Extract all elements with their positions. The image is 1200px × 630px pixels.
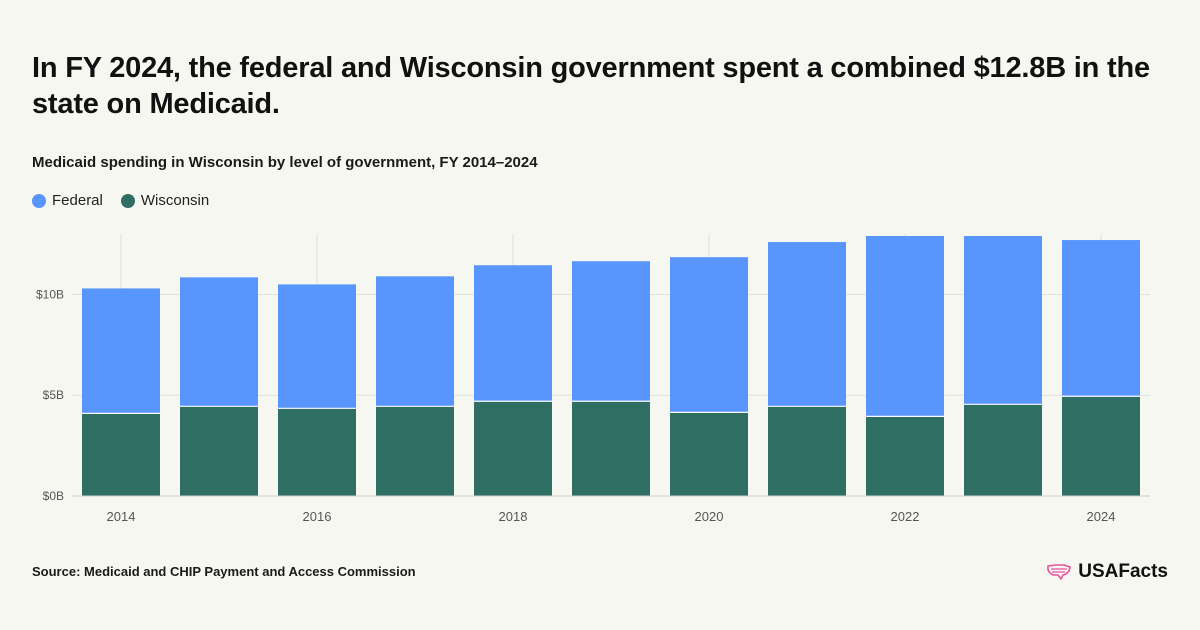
bar-wisconsin-2016 (278, 408, 356, 496)
y-tick-label: $5B (43, 388, 64, 402)
bar-federal-2023 (964, 236, 1042, 405)
bar-wisconsin-2015 (180, 406, 258, 496)
bar-layer (82, 236, 1140, 496)
source-note: Source: Medicaid and CHIP Payment and Ac… (32, 564, 416, 579)
legend-item-wisconsin: Wisconsin (120, 192, 210, 209)
bar-federal-2019 (572, 261, 650, 402)
bar-wisconsin-2018 (474, 401, 552, 496)
bar-wisconsin-2017 (376, 406, 454, 496)
y-tick-label: $10B (36, 287, 64, 301)
x-tick-label: 2020 (695, 509, 724, 524)
legend-label-federal: Federal (52, 192, 103, 209)
bar-federal-2014 (82, 288, 160, 414)
bar-federal-2020 (670, 257, 748, 413)
bar-wisconsin-2020 (670, 412, 748, 496)
bar-federal-2016 (278, 284, 356, 409)
legend-swatch-federal (32, 193, 46, 208)
x-tick-label: 2024 (1087, 509, 1116, 524)
bar-wisconsin-2021 (768, 406, 846, 496)
x-tick-label: 2018 (499, 509, 528, 524)
chart-title: In FY 2024, the federal and Wisconsin go… (32, 52, 1150, 120)
bar-wisconsin-2022 (866, 416, 944, 496)
chart-subtitle: Medicaid spending in Wisconsin by level … (32, 154, 538, 171)
bar-wisconsin-2024 (1062, 396, 1140, 496)
legend-swatch-wisconsin (120, 193, 135, 208)
bar-wisconsin-2019 (572, 401, 650, 496)
x-tick-label: 2014 (107, 509, 136, 524)
bar-wisconsin-2014 (82, 413, 160, 496)
x-tick-label: 2022 (891, 509, 920, 524)
brand-name: USAFacts (1078, 561, 1168, 582)
legend: Federal Wisconsin (32, 192, 209, 209)
bar-federal-2015 (180, 277, 258, 407)
bar-federal-2021 (768, 242, 846, 407)
axis-layer: $0B $5B $10B 2014 2016 2018 2020 2022 2024 (36, 287, 1150, 524)
bar-federal-2022 (866, 236, 944, 417)
bar-wisconsin-2023 (964, 404, 1042, 496)
stacked-bar-chart: $0B $5B $10B 2014 2016 2018 2020 2022 2024 (36, 234, 1150, 524)
bar-federal-2017 (376, 276, 454, 407)
bar-federal-2024 (1062, 240, 1140, 397)
brand-logo[interactable]: USAFacts (1046, 561, 1168, 583)
x-tick-label: 2016 (303, 509, 332, 524)
y-tick-label: $0B (43, 489, 64, 503)
us-map-icon (1047, 564, 1072, 580)
bar-federal-2018 (474, 265, 552, 402)
legend-item-federal: Federal (32, 192, 103, 209)
legend-label-wisconsin: Wisconsin (140, 192, 210, 209)
